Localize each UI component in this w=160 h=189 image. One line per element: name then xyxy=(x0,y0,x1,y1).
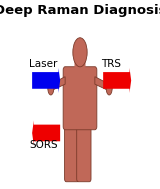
FancyBboxPatch shape xyxy=(75,61,85,72)
Text: TRS: TRS xyxy=(101,59,121,69)
Text: SORS: SORS xyxy=(29,140,58,150)
Ellipse shape xyxy=(73,38,87,67)
Text: Laser: Laser xyxy=(29,59,58,69)
Text: Deep Raman Diagnosis: Deep Raman Diagnosis xyxy=(0,4,160,16)
Polygon shape xyxy=(51,77,65,90)
Ellipse shape xyxy=(48,81,54,95)
Polygon shape xyxy=(95,77,109,90)
Ellipse shape xyxy=(106,81,112,95)
FancyBboxPatch shape xyxy=(63,67,97,130)
FancyBboxPatch shape xyxy=(65,120,79,182)
FancyBboxPatch shape xyxy=(77,120,91,182)
